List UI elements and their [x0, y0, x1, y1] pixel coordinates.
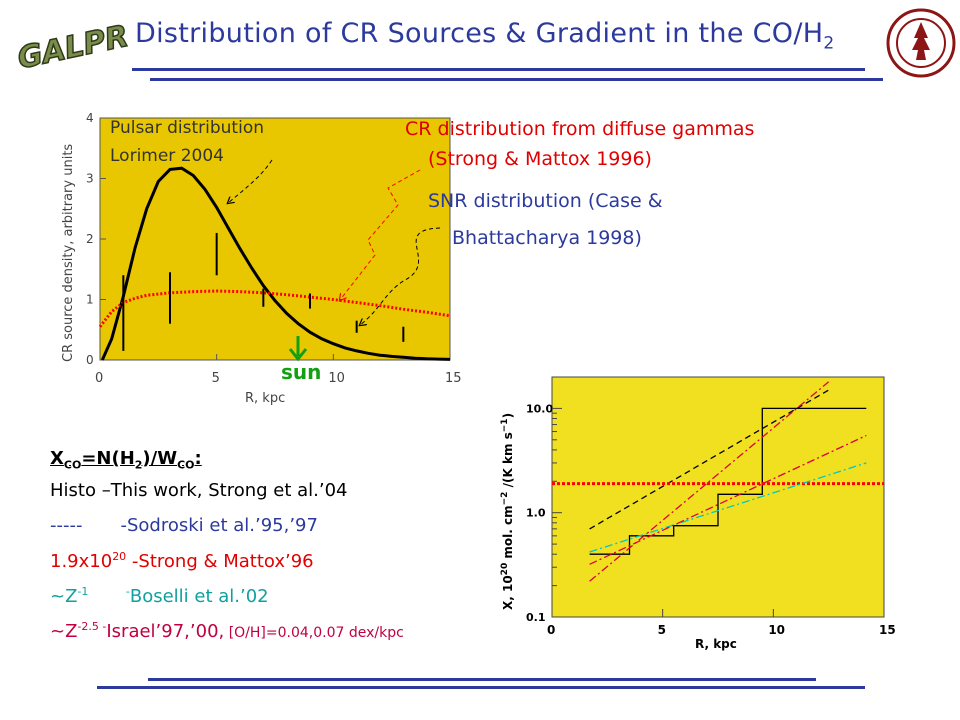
left-x-tick-label: 10 [328, 371, 345, 386]
left-y-tick-label: 0 [86, 353, 94, 367]
page-title: Distribution of CR Sources & Gradient in… [135, 18, 835, 54]
pulsar-label-line2: Lorimer 2004 [110, 146, 224, 166]
left-y-tick-label: 3 [86, 172, 94, 186]
legend-row-boselli: ~Z-1 -Boselli et al.’02 [50, 585, 269, 607]
right-y-axis-label: X, 1020 mol. cm−2 /(K km s−1) [500, 413, 515, 610]
header-rule-bottom [150, 78, 883, 81]
boselli-dashdot-line [589, 462, 867, 553]
right-x-tick-label: 15 [879, 623, 896, 637]
histo-step-line [589, 407, 867, 555]
israel-00-dashdot-line [589, 381, 830, 582]
left-y-axis-label: CR source density, arbitrary units [61, 144, 76, 362]
sun-arrow-icon [288, 336, 308, 362]
right-y-tick-label: 10.0 [526, 402, 553, 415]
cr-label-line2: (Strong & Mattox 1996) [428, 148, 652, 170]
pulsar-label-line1: Pulsar distribution [110, 118, 264, 138]
cr-arrow [340, 169, 421, 300]
sodroski-dashed-line [589, 389, 830, 530]
header-rule-top [132, 68, 865, 71]
legend-row-histo: Histo –This work, Strong et al.’04 [50, 480, 348, 501]
cr-gamma-curve [98, 289, 451, 328]
stanford-seal-icon [886, 8, 956, 78]
xco-heading: XCO=N(H2)/WCO: [50, 448, 202, 472]
legend-row-strong-mattox: 1.9x1020 -Strong & Mattox’96 [50, 550, 314, 572]
left-x-tick-label: 5 [212, 371, 220, 386]
right-y-tick-label: 0.1 [526, 611, 546, 624]
pulsar-arrow [228, 159, 273, 203]
left-x-axis-label: R, kpc [245, 391, 285, 406]
legend-row-sodroski: ----- -Sodroski et al.’95,’97 [50, 515, 318, 536]
sun-label: sun [281, 360, 322, 384]
pulsar-curve [100, 166, 451, 361]
footer-rule-top [148, 678, 816, 681]
right-x-tick-label: 10 [768, 623, 785, 637]
right-y-tick-label: 1.0 [526, 507, 546, 520]
right-x-tick-label: 5 [658, 623, 666, 637]
left-y-tick-label: 1 [86, 293, 94, 307]
galprop-logo: GALPROP [14, 12, 128, 74]
left-y-tick-label: 4 [86, 111, 94, 125]
cr-source-density-chart: 0 1 2 3 4 0 5 10 15 R, kpc CR source density, a… [61, 111, 462, 406]
xco-gradient-chart: 0.1 1.0 10.0 0 5 10 15 R, kpc X, 1020 mol. cm… [500, 376, 896, 651]
snr-label-line1: SNR distribution (Case & [428, 190, 663, 212]
right-x-axis-label: R, kpc [695, 637, 737, 651]
left-x-tick-label: 0 [95, 371, 103, 386]
snr-arrow [360, 227, 441, 325]
legend-row-israel: ~Z-2.5 -Israel’97,’00, [O/H]=0.04,0.07 d… [50, 620, 404, 642]
right-x-tick-label: 0 [547, 623, 555, 637]
left-plot-area [99, 117, 451, 361]
left-x-tick-label: 15 [445, 371, 462, 386]
left-y-tick-label: 2 [86, 232, 94, 246]
snr-label-line2: Bhattacharya 1998) [452, 227, 642, 249]
cr-label-line1: CR distribution from diffuse gammas [405, 118, 755, 140]
footer-rule-bottom [97, 686, 865, 689]
